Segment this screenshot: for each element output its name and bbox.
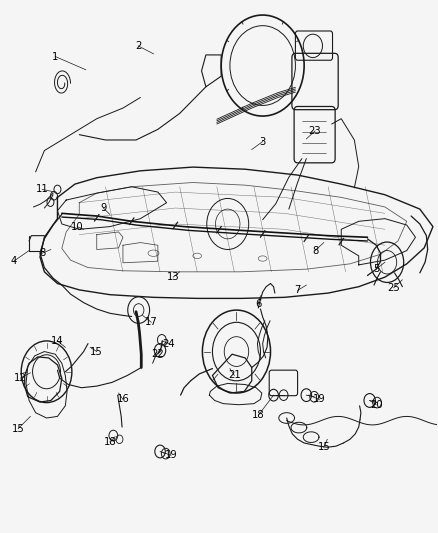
Text: 22: 22 xyxy=(152,349,164,359)
Text: 11: 11 xyxy=(36,184,49,195)
Text: 8: 8 xyxy=(39,248,45,258)
Text: 6: 6 xyxy=(255,298,261,309)
Text: 15: 15 xyxy=(12,424,25,434)
Text: 18: 18 xyxy=(252,410,265,421)
Text: 15: 15 xyxy=(90,346,103,357)
Text: 10: 10 xyxy=(71,222,83,232)
Text: 4: 4 xyxy=(11,256,17,266)
Text: 19: 19 xyxy=(165,450,177,460)
Text: 7: 7 xyxy=(294,286,301,295)
Text: 2: 2 xyxy=(135,41,141,51)
Text: 19: 19 xyxy=(313,394,326,405)
Text: 20: 20 xyxy=(370,400,382,410)
Text: 12: 12 xyxy=(14,373,27,383)
Text: 17: 17 xyxy=(145,317,158,327)
Text: 18: 18 xyxy=(103,437,116,447)
Text: 5: 5 xyxy=(373,264,379,274)
Text: 21: 21 xyxy=(228,370,240,381)
Text: 15: 15 xyxy=(318,442,330,452)
Text: 9: 9 xyxy=(100,203,106,213)
Text: 24: 24 xyxy=(162,338,175,349)
Text: 3: 3 xyxy=(260,136,266,147)
Text: 16: 16 xyxy=(117,394,129,405)
Text: 13: 13 xyxy=(167,272,180,282)
Text: 23: 23 xyxy=(309,126,321,136)
Text: 8: 8 xyxy=(312,246,318,255)
Text: 1: 1 xyxy=(52,52,58,61)
Text: 25: 25 xyxy=(387,283,400,293)
Text: 14: 14 xyxy=(51,336,64,346)
